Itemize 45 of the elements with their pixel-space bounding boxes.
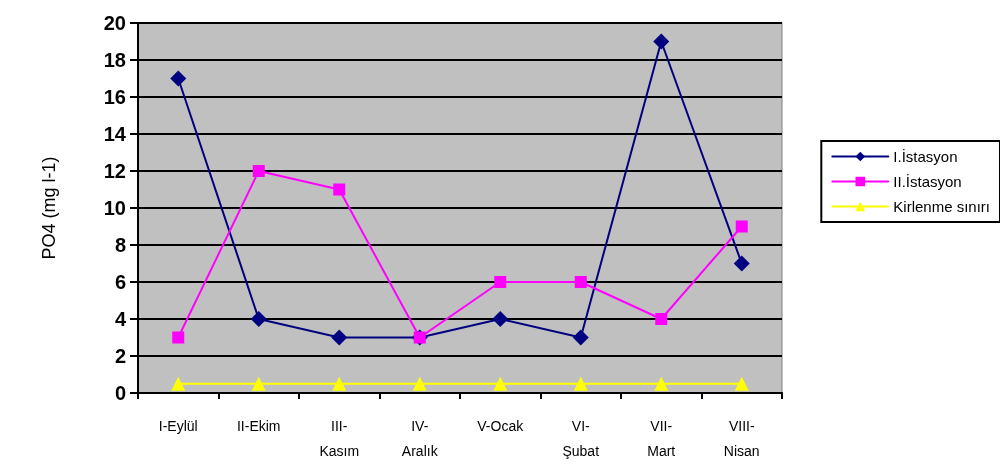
y-tick-label: 0 (114, 382, 126, 404)
x-tick-label: V-Ocak (477, 417, 525, 434)
point (492, 311, 509, 327)
point (333, 183, 346, 196)
x-tick-label: IV-Aralık (401, 417, 439, 459)
x-tick-label: II-Ekim (236, 417, 281, 434)
point (734, 376, 749, 391)
point (654, 376, 669, 391)
point (493, 376, 508, 391)
y-tick-label: 12 (103, 160, 126, 182)
point (735, 220, 748, 233)
x-tick-label: VI-Şubat (562, 417, 600, 459)
point (573, 376, 588, 391)
x-tick-label: III-Kasım (319, 417, 360, 459)
y-tick-label: 4 (114, 308, 127, 330)
legend-label: Kirlenme sınırı (893, 198, 991, 215)
point (412, 376, 427, 391)
y-tick-label: 6 (114, 271, 126, 293)
point (655, 313, 668, 325)
point (252, 165, 265, 177)
point (250, 311, 267, 327)
point (170, 70, 187, 87)
y-tick-label: 10 (103, 197, 126, 219)
y-axis-title: PO4 (mg l-1) (39, 156, 59, 260)
y-tick-label: 8 (114, 234, 126, 256)
y-tick-label: 18 (103, 49, 126, 71)
x-tick-label: VII-Mart (647, 417, 676, 459)
y-tick-label: 16 (103, 86, 126, 108)
point (494, 276, 507, 288)
point (171, 376, 186, 391)
legend-label: I.İstasyon (893, 148, 958, 165)
point (332, 376, 347, 391)
point (653, 33, 670, 50)
point (733, 255, 750, 272)
point (574, 276, 587, 288)
x-tick-label: I-Eylül (158, 417, 198, 434)
y-tick-label: 14 (103, 123, 127, 145)
point (572, 329, 589, 346)
y-tick-label: 2 (114, 345, 126, 367)
legend-label: II.İstasyon (893, 173, 962, 190)
x-tick-label: VIII-Nisan (723, 417, 760, 459)
y-tick-label: 20 (103, 12, 126, 34)
point (251, 376, 266, 391)
point (331, 329, 348, 346)
point (172, 331, 185, 344)
